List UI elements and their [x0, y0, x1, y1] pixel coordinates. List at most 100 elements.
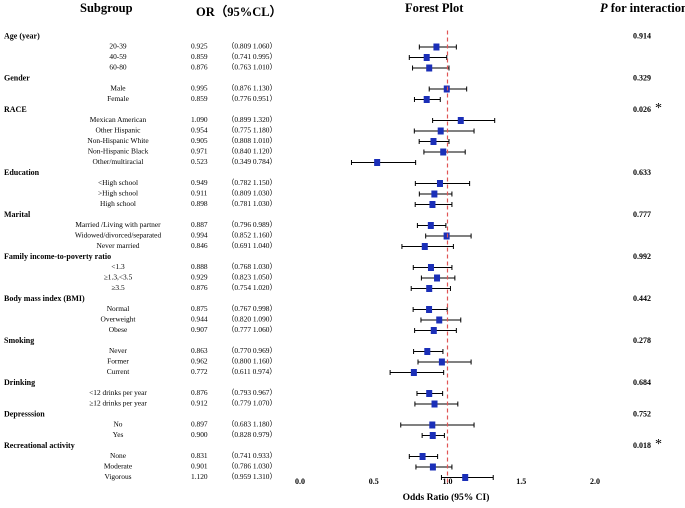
- or-value: 0.831: [191, 451, 208, 460]
- group-title: Marital: [4, 210, 31, 219]
- or-value: 0.925: [191, 42, 208, 51]
- subgroup-label: <High school: [98, 178, 138, 187]
- or-marker: [436, 316, 443, 324]
- or-marker: [437, 127, 444, 135]
- or-value: 0.994: [191, 231, 208, 240]
- or-value: 0.523: [191, 157, 208, 166]
- subgroup-label: Overweight: [101, 315, 137, 324]
- ci-value: （0.800 1.160）: [227, 357, 277, 366]
- or-marker: [457, 117, 464, 124]
- subgroup-label: Widowed/divorced/separated: [75, 231, 162, 240]
- or-value: 0.954: [191, 126, 208, 135]
- ci-value: （0.777 1.060）: [227, 325, 277, 334]
- or-value: 0.876: [191, 283, 208, 292]
- or-value: 0.944: [191, 315, 208, 324]
- or-marker: [374, 159, 381, 166]
- or-value: 0.897: [191, 420, 208, 429]
- or-marker: [443, 232, 450, 240]
- p-value: 0.026: [633, 105, 651, 114]
- p-value: 0.442: [633, 294, 651, 303]
- or-value: 0.898: [191, 199, 208, 208]
- or-value: 0.772: [191, 367, 208, 376]
- header-forest-plot: Forest Plot: [405, 1, 464, 15]
- subgroup-label: Never married: [97, 241, 140, 250]
- subgroup-label: 60-80: [109, 63, 127, 72]
- or-marker: [426, 306, 433, 313]
- or-value: 0.912: [191, 399, 208, 408]
- or-value: 0.875: [191, 304, 208, 313]
- or-marker: [419, 453, 426, 460]
- or-value: 1.090: [191, 115, 208, 124]
- subgroup-label: Non-Hispanic White: [87, 136, 149, 145]
- x-tick-label: 2.0: [590, 477, 600, 486]
- ci-value: （0.770 0.969）: [227, 346, 277, 355]
- or-marker: [423, 96, 430, 103]
- header-or-ci: OR（95%CL）: [196, 5, 283, 19]
- or-marker: [434, 274, 441, 282]
- header-subgroup: Subgroup: [80, 1, 133, 15]
- ci-value: （0.852 1.160）: [227, 231, 277, 240]
- or-value: 0.905: [191, 136, 208, 145]
- ci-value: （0.754 1.020）: [227, 283, 277, 292]
- subgroup-label: 40-59: [109, 52, 127, 61]
- ci-value: （0.809 1.060）: [227, 42, 277, 51]
- ci-value: （0.782 1.150）: [227, 178, 277, 187]
- or-marker: [421, 243, 428, 250]
- subgroup-label: Other/multiracial: [93, 157, 144, 166]
- p-value: 0.914: [633, 31, 651, 40]
- group-title: Drinking: [4, 378, 35, 387]
- subgroup-label: Obese: [109, 325, 128, 334]
- group-title: Depresssion: [4, 409, 45, 418]
- p-value: 0.278: [633, 336, 651, 345]
- group-title: RACE: [4, 105, 27, 114]
- ci-value: （0.828 0.979）: [227, 430, 277, 439]
- ci-value: （0.823 1.050）: [227, 273, 277, 282]
- or-marker: [438, 358, 445, 366]
- or-value: 0.962: [191, 357, 208, 366]
- significance-star: *: [655, 437, 662, 452]
- p-value: 0.752: [633, 409, 651, 418]
- ci-value: （0.763 1.010）: [227, 63, 277, 72]
- ci-value: （0.781 1.030）: [227, 199, 277, 208]
- or-value: 0.863: [191, 346, 208, 355]
- subgroup-label: Former: [107, 357, 129, 366]
- p-value: 0.992: [633, 252, 651, 261]
- or-marker: [427, 222, 434, 229]
- or-marker: [436, 180, 443, 187]
- or-value: 0.846: [191, 241, 208, 250]
- subgroup-label: Mexican American: [90, 115, 147, 124]
- ci-value: （0.741 0.933）: [227, 451, 277, 460]
- ci-value: （0.840 1.120）: [227, 147, 277, 156]
- or-value: 0.876: [191, 63, 208, 72]
- or-marker: [429, 463, 436, 471]
- or-value: 0.929: [191, 273, 208, 282]
- or-value: 0.859: [191, 94, 208, 103]
- ci-value: （0.611 0.974）: [227, 367, 277, 376]
- or-value: 0.876: [191, 388, 208, 397]
- or-marker: [443, 85, 450, 93]
- subgroup-label: ≥3.5: [111, 283, 125, 292]
- or-marker: [423, 54, 430, 61]
- or-marker: [430, 327, 437, 334]
- subgroup-label: <12 drinks per year: [89, 388, 147, 397]
- ci-value: （0.876 1.130）: [227, 84, 277, 93]
- or-marker: [430, 138, 437, 145]
- or-marker: [426, 390, 433, 397]
- subgroup-label: High school: [100, 199, 136, 208]
- ci-value: （0.767 0.998）: [227, 304, 277, 313]
- ci-value: （0.691 1.040）: [227, 241, 277, 250]
- or-marker: [440, 148, 447, 156]
- ci-value: （0.768 1.030）: [227, 262, 277, 271]
- ci-value: （0.793 0.967）: [227, 388, 277, 397]
- or-value: 1.120: [191, 472, 208, 481]
- or-value: 0.888: [191, 262, 208, 271]
- or-marker: [424, 348, 431, 355]
- or-value: 0.911: [191, 189, 208, 198]
- subgroup-label: >High school: [98, 189, 138, 198]
- ci-value: （0.959 1.310）: [227, 472, 277, 481]
- group-title: Body mass index (BMI): [4, 294, 85, 303]
- or-value: 0.907: [191, 325, 208, 334]
- group-title: Age (year): [4, 31, 40, 40]
- or-value: 0.859: [191, 52, 208, 61]
